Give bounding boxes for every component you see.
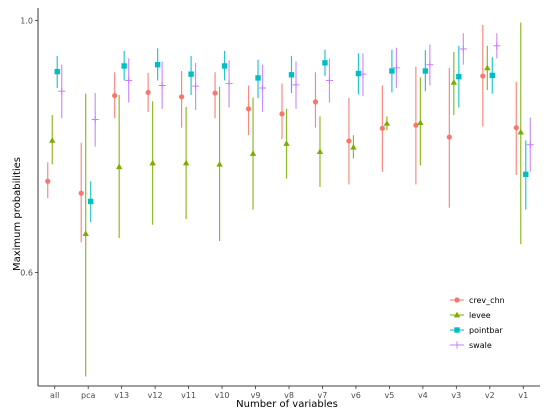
data-point — [154, 62, 161, 68]
x-tick-label: v13 — [114, 391, 129, 400]
data-point — [259, 84, 267, 92]
data-point — [279, 111, 285, 117]
data-point — [379, 125, 385, 131]
data-point — [225, 80, 233, 88]
data-point — [216, 161, 223, 167]
series-levee — [49, 22, 524, 377]
data-point — [355, 70, 362, 77]
legend-label: crev_chn — [469, 296, 505, 305]
x-tick-label: v5 — [384, 391, 394, 400]
data-point — [316, 148, 324, 155]
data-point — [245, 106, 252, 112]
data-point — [480, 73, 486, 79]
data-point — [422, 68, 429, 74]
data-point — [221, 63, 228, 69]
data-point — [249, 150, 257, 156]
data-point — [484, 64, 491, 71]
x-tick-label: v7 — [318, 391, 328, 400]
series-swale — [58, 33, 534, 172]
x-tick-label: v9 — [251, 391, 261, 400]
data-point — [288, 72, 295, 78]
data-point — [283, 140, 290, 146]
data-point — [312, 99, 319, 105]
data-point — [517, 128, 524, 135]
data-point — [459, 45, 467, 53]
x-tick-label: v2 — [485, 391, 495, 400]
series-crev_chn — [45, 25, 519, 243]
x-tick-label: v3 — [451, 391, 461, 400]
x-tick-label: v12 — [148, 391, 163, 400]
data-point — [58, 87, 66, 95]
data-point — [493, 42, 501, 50]
x-tick-label: v1 — [518, 391, 528, 400]
data-point — [450, 79, 458, 85]
x-tick-label: v8 — [284, 391, 294, 400]
data-point — [426, 61, 434, 69]
series-pointbar — [54, 45, 529, 223]
data-point — [389, 68, 395, 74]
x-tick-label: v6 — [351, 391, 361, 400]
data-point — [255, 75, 261, 81]
legend-key-marker — [454, 297, 460, 303]
x-tick-label: all — [50, 391, 59, 400]
data-point — [192, 82, 200, 90]
x-tick-label: pca — [81, 391, 95, 400]
data-point — [88, 198, 94, 205]
data-point — [158, 81, 166, 89]
data-point — [513, 125, 519, 131]
data-point — [125, 76, 133, 84]
data-point — [325, 76, 333, 84]
data-point — [526, 141, 534, 149]
data-point — [112, 92, 118, 99]
data-point — [322, 60, 328, 66]
data-point — [346, 138, 352, 144]
legend-label: swale — [469, 341, 492, 350]
legend-key-marker — [453, 311, 461, 318]
data-point — [456, 73, 462, 80]
data-point — [523, 171, 529, 178]
data-point — [413, 122, 419, 128]
data-point — [82, 230, 89, 236]
x-tick-label: v11 — [181, 391, 196, 400]
data-point — [182, 159, 190, 166]
data-point — [383, 120, 391, 126]
x-tick-label: v4 — [418, 391, 428, 400]
data-point — [188, 71, 194, 77]
data-point — [212, 90, 218, 96]
data-point — [350, 144, 357, 150]
data-point — [446, 134, 452, 140]
data-point — [149, 159, 156, 166]
legend-key-marker — [453, 341, 461, 349]
y-tick-label: 1.0 — [20, 17, 33, 26]
legend-label: pointbar — [469, 326, 503, 335]
data-point — [91, 116, 99, 124]
x-tick-label: v10 — [215, 391, 230, 400]
x-axis-title: Number of variables — [236, 399, 338, 410]
data-point — [121, 63, 127, 69]
data-point — [145, 89, 151, 96]
data-point — [417, 119, 424, 126]
data-point — [489, 72, 495, 79]
y-axis-title: Maximum probabilities — [12, 157, 23, 271]
y-tick-label: 0.6 — [20, 269, 33, 278]
legend-key-marker — [454, 327, 460, 333]
data-point — [78, 190, 84, 196]
data-point — [392, 64, 400, 72]
data-point — [49, 137, 56, 143]
data-point — [115, 163, 123, 170]
legend-label: levee — [469, 311, 491, 320]
data-point — [179, 94, 185, 100]
data-point — [292, 81, 300, 89]
data-point — [54, 68, 60, 75]
data-point — [45, 178, 51, 184]
data-point — [359, 70, 367, 78]
